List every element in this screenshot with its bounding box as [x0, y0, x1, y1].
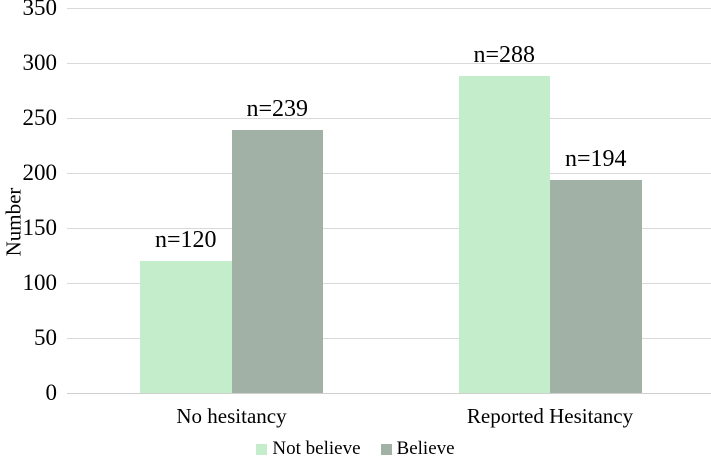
y-tick-label: 300 — [22, 50, 58, 75]
bar-believe-2 — [550, 179, 642, 393]
gridline — [67, 282, 711, 284]
x-axis-line — [67, 392, 711, 394]
gridline — [67, 337, 711, 339]
x-category-label: No hesitancy — [176, 404, 287, 428]
legend-label: Not believe — [272, 438, 361, 459]
y-tick-label: 250 — [22, 105, 58, 130]
legend-swatch-icon — [380, 443, 392, 455]
bar-value-label: n=239 — [246, 96, 309, 123]
y-tick-label: 0 — [45, 380, 58, 405]
gridline — [67, 172, 711, 174]
gridline — [67, 227, 711, 229]
bar-value-label: n=194 — [564, 145, 627, 172]
gridline — [67, 62, 711, 64]
legend-item-not-believe: Not believe — [256, 438, 361, 460]
legend-swatch-icon — [256, 443, 268, 455]
legend-label: Believe — [396, 438, 455, 459]
y-tick-label: 200 — [22, 160, 58, 185]
legend-item-believe: Believe — [380, 438, 455, 460]
legend: Not believe Believe — [0, 438, 711, 460]
bar-not-believe-2 — [458, 76, 550, 393]
gridline — [67, 117, 711, 119]
bar-believe-1 — [231, 130, 323, 393]
y-tick-label: 350 — [22, 0, 58, 20]
gridline — [67, 7, 711, 9]
bar-value-label: n=288 — [473, 42, 536, 69]
bar-value-label: n=120 — [154, 227, 217, 253]
y-tick-label: 50 — [34, 325, 57, 350]
x-category-label: Reported Hesitancy — [466, 404, 634, 428]
bar-not-believe-1 — [140, 261, 232, 393]
y-tick-label: 150 — [22, 215, 58, 240]
y-tick-label: 100 — [22, 270, 58, 295]
